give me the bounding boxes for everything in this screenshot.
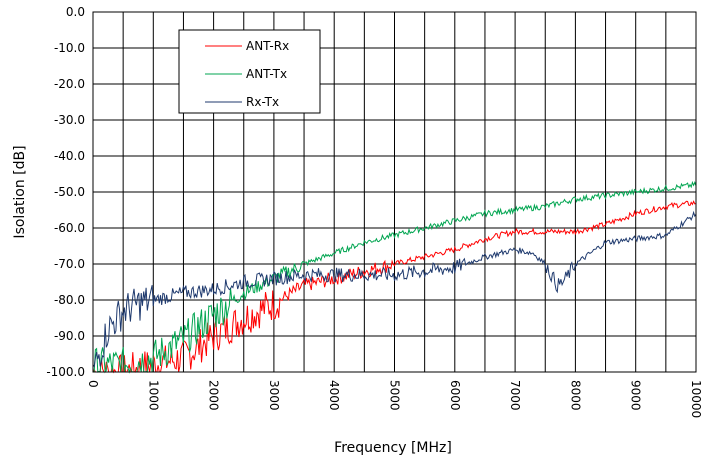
legend-box [178,29,321,114]
x-tick-label: 8000 [568,380,582,411]
x-tick-label: 10000 [689,380,703,418]
series-line-rx-tx [92,210,697,368]
y-tick-label: 0.0 [66,5,85,19]
x-tick-label: 0 [86,380,100,388]
y-tick-label: -100.0 [46,365,85,379]
y-tick-label: -80.0 [54,293,85,307]
y-tick-label: -90.0 [54,329,85,343]
y-tick-label: -40.0 [54,149,85,163]
y-tick-label: -60.0 [54,221,85,235]
legend-label: Rx-Tx [246,95,279,109]
x-tick-label: 6000 [448,380,462,411]
legend-label: ANT-Tx [246,67,287,81]
x-tick-label: 4000 [327,380,341,411]
series-line-ant-rx [92,200,697,374]
y-tick-label: -50.0 [54,185,85,199]
y-axis-label: Isolation [dB] [12,145,28,238]
legend-label: ANT-Rx [246,39,289,53]
series-lines [92,180,697,374]
series-line-ant-tx [92,180,697,374]
x-axis-label: Frequency [MHz] [334,440,452,456]
legend: ANT-Rx ANT-Tx Rx-Tx [178,29,321,114]
y-tick-label: -10.0 [54,41,85,55]
x-tick-label: 9000 [629,380,643,411]
y-tick-labels: 0.0 -10.0 -20.0 -30.0 -40.0 -50.0 -60.0 -70.0 -8… [46,5,85,379]
y-tick-label: -20.0 [54,77,85,91]
x-tick-label: 2000 [207,380,221,411]
x-tick-labels: 0 1000 2000 3000 4000 5000 6000 7000 8000 9000 100… [86,380,703,418]
x-tick-label: 3000 [267,380,281,411]
y-tick-label: -70.0 [54,257,85,271]
x-tick-label: 1000 [146,380,160,411]
y-tick-label: -30.0 [54,113,85,127]
x-tick-label: 7000 [508,380,522,411]
x-tick-label: 5000 [388,380,402,411]
plot-border [92,11,697,373]
